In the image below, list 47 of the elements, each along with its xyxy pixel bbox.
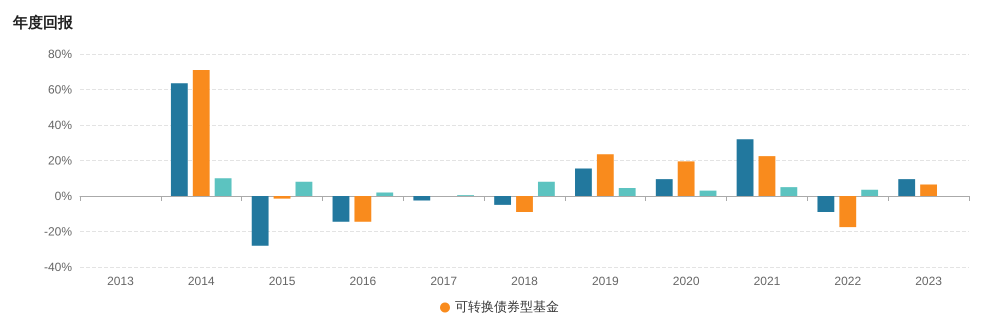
bar: [898, 179, 916, 196]
x-tick-label: 2015: [268, 274, 296, 288]
bar: [780, 187, 798, 196]
bar: [170, 83, 188, 196]
bar: [817, 196, 834, 212]
bar: [252, 196, 269, 246]
y-tick-label: 0%: [54, 189, 72, 203]
bar: [538, 182, 555, 196]
x-tick-label: 2016: [350, 274, 377, 288]
y-tick-label: -40%: [44, 260, 72, 274]
legend-label: 可转换债券型基金: [455, 300, 559, 315]
bar: [861, 190, 878, 196]
x-tick-label: 2013: [107, 274, 134, 288]
y-tick-label: 20%: [48, 154, 72, 168]
bar: [678, 161, 695, 196]
y-tick-label: 80%: [48, 47, 72, 61]
bar: [516, 196, 533, 212]
x-tick-label: 2022: [834, 274, 862, 288]
bar: [332, 196, 350, 222]
x-tick-label: 2019: [592, 274, 619, 288]
bar: [618, 188, 636, 196]
x-tick-label: 2017: [430, 274, 458, 288]
bar: [214, 178, 232, 196]
bar: [700, 190, 716, 196]
y-tick-label: 40%: [48, 118, 72, 132]
y-tick-label: 60%: [48, 82, 72, 96]
bar: [354, 196, 372, 222]
y-tick-label: -20%: [44, 224, 72, 238]
bar: [758, 156, 776, 196]
chart-title: 年度回报: [12, 14, 74, 32]
bar: [296, 182, 312, 196]
bar: [376, 192, 394, 196]
x-tick-label: 2020: [672, 274, 700, 288]
bar: [736, 139, 754, 196]
bar: [575, 168, 592, 196]
x-tick-label: 2014: [188, 274, 215, 288]
bar: [656, 179, 673, 196]
x-tick-label: 2018: [511, 274, 538, 288]
bar: [839, 196, 856, 228]
bar: [192, 70, 210, 196]
bar: [274, 196, 290, 199]
x-tick-label: 2023: [915, 274, 942, 288]
x-tick-label: 2021: [754, 274, 781, 288]
bar: [413, 196, 430, 200]
bar: [494, 196, 512, 205]
bar: [920, 184, 938, 196]
bar: [596, 154, 614, 196]
